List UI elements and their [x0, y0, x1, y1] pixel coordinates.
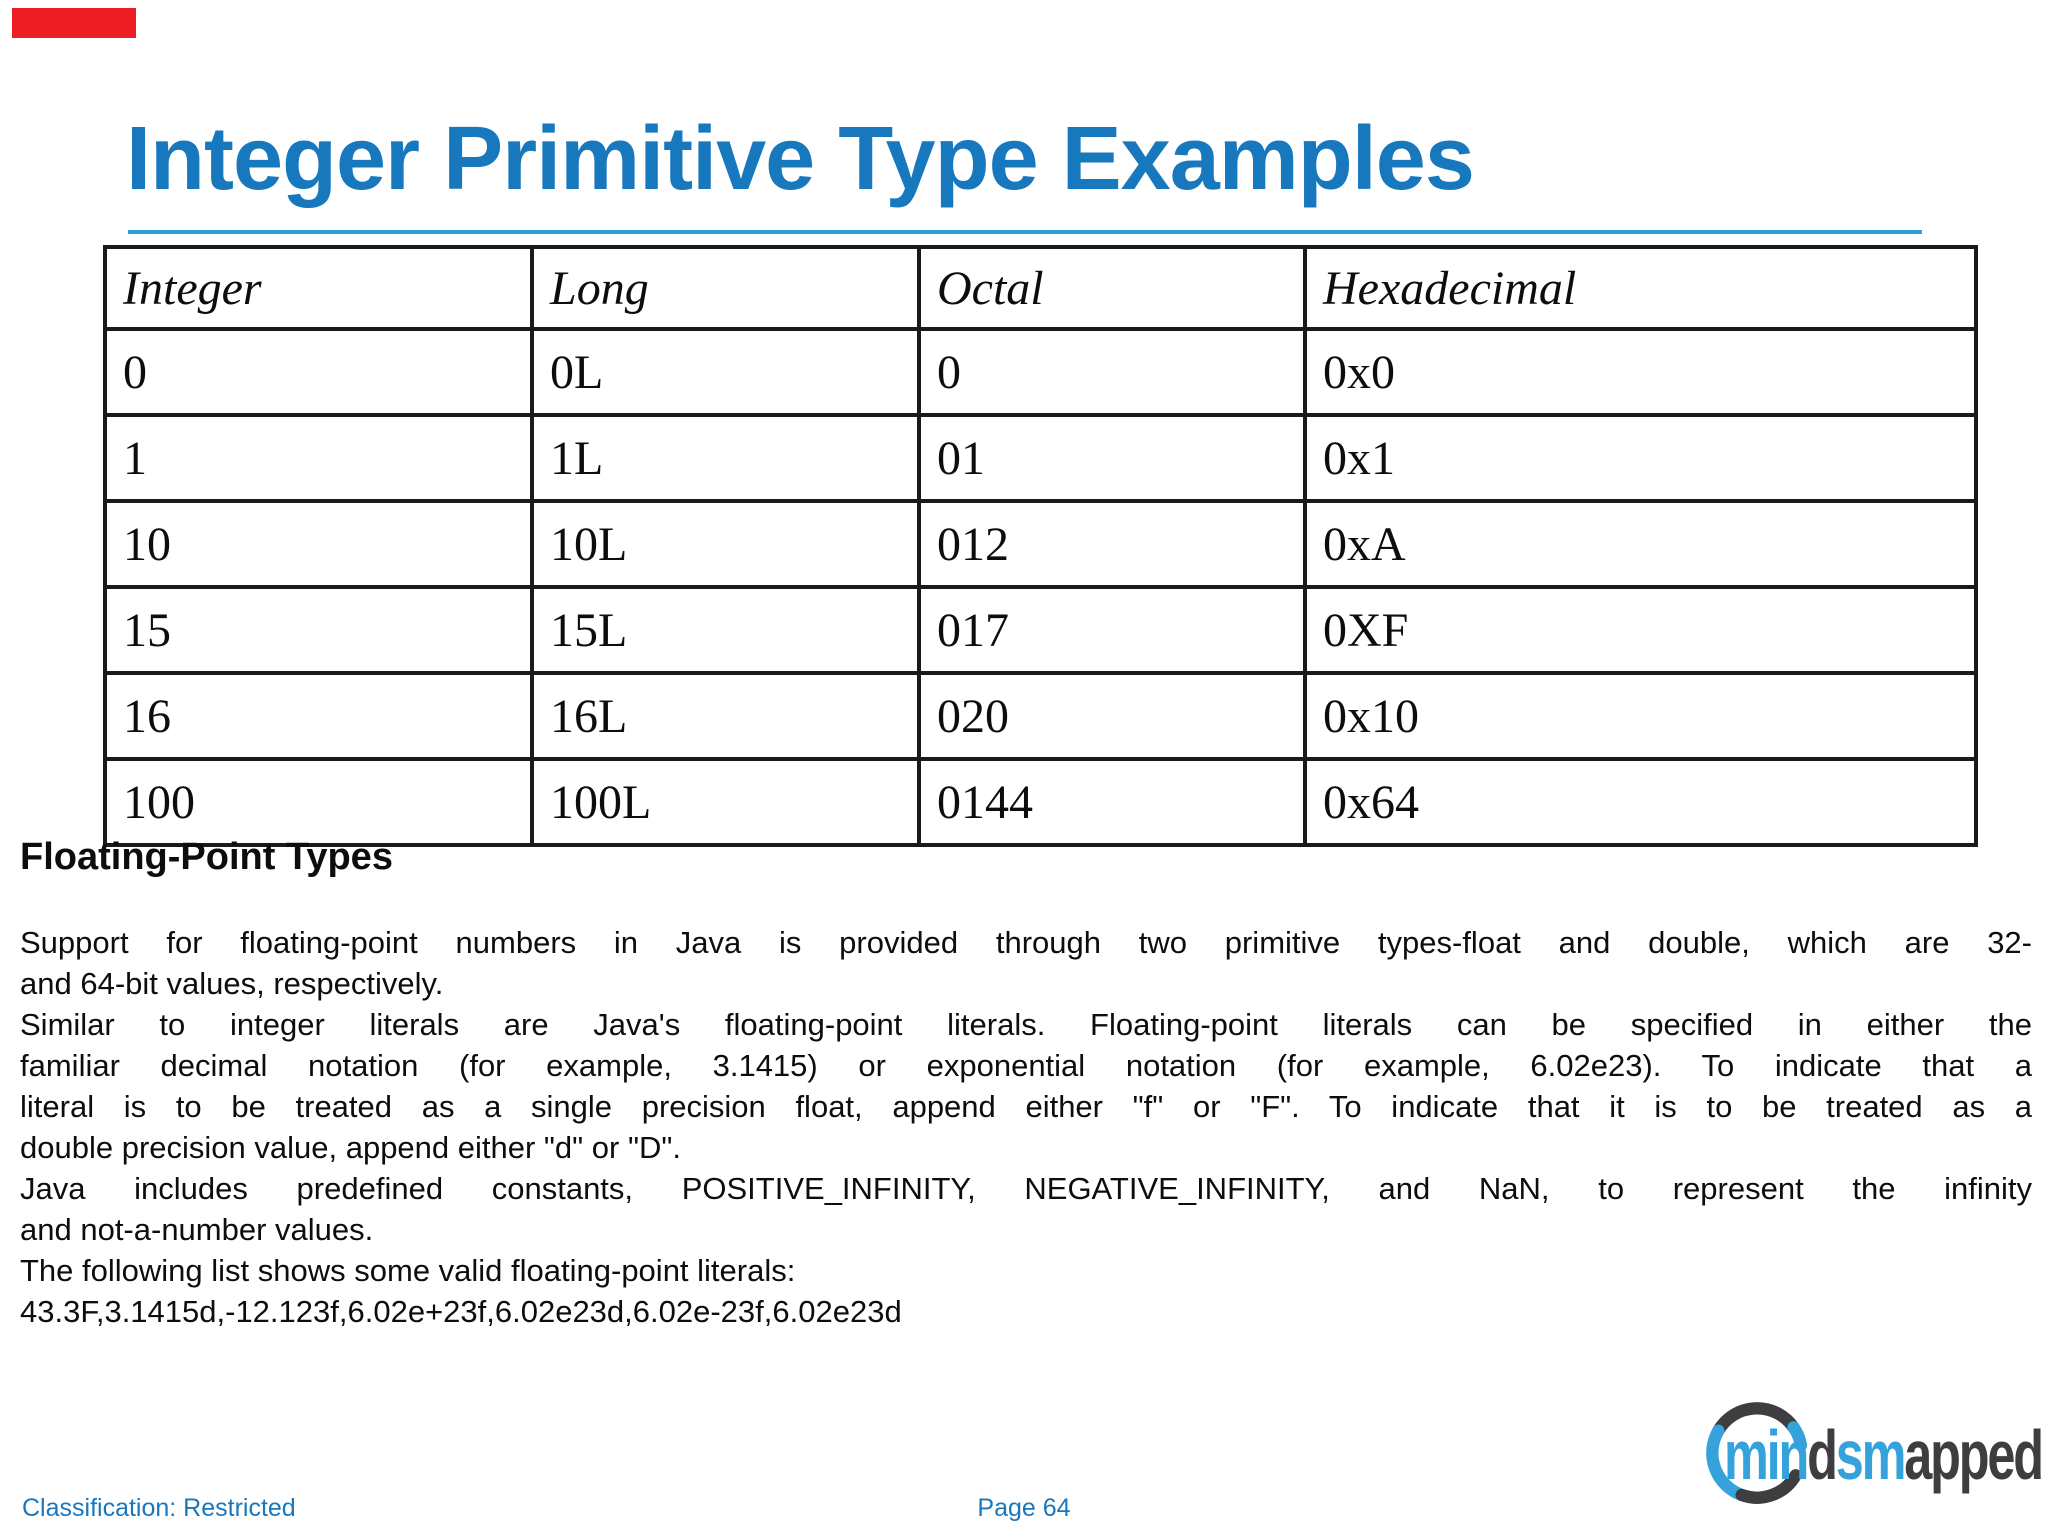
table-cell: 0x0 [1303, 327, 1978, 417]
logo-wordmark-segment: apped [1904, 1416, 2044, 1494]
table-row: 1 1L 01 0x1 [103, 413, 1978, 503]
body-text-line: double precision value, append either "d… [20, 1130, 681, 1165]
table-cell: 0xA [1303, 499, 1978, 589]
table-header-row: Integer Long Octal Hexadecimal [103, 245, 1978, 331]
table-cell: 0 [103, 327, 534, 417]
table-cell: 16 [103, 671, 534, 761]
table-cell: 1 [103, 413, 534, 503]
table-cell: 020 [917, 671, 1307, 761]
table-cell: 017 [917, 585, 1307, 675]
section-body-text: Support for floating-point numbers in Ja… [20, 922, 2032, 1332]
table-cell: 100 [103, 757, 534, 847]
footer-page-number: Page 64 [977, 1494, 1071, 1522]
logo-wordmark-segment: min [1724, 1416, 1809, 1494]
body-text-line: and not-a-number values. [20, 1212, 374, 1247]
table-row: 100 100L 0144 0x64 [103, 757, 1978, 847]
mindsmapped-logo: min d s m apped [1700, 1392, 2048, 1518]
title-underline [128, 230, 1922, 234]
body-text-line: 43.3F,3.1415d,-12.123f,6.02e+23f,6.02e23… [20, 1294, 902, 1329]
body-text-line: Similar to integer literals are Java's f… [20, 1007, 2032, 1042]
table-cell: 16L [530, 671, 921, 761]
table-row: 0 0L 0 0x0 [103, 327, 1978, 417]
logo-circle-icon [1706, 1402, 1808, 1504]
body-text-line: The following list shows some valid floa… [20, 1253, 796, 1288]
body-text-line: literal is to be treated as a single pre… [20, 1089, 2032, 1124]
table-column-header: Integer [103, 245, 534, 331]
table-cell: 0x64 [1303, 757, 1978, 847]
footer-classification: Classification: Restricted [22, 1494, 296, 1522]
table-row: 15 15L 017 0XF [103, 585, 1978, 675]
table-cell: 1L [530, 413, 921, 503]
red-marker [12, 8, 136, 38]
logo-wordmark-segment: m [1861, 1416, 1907, 1494]
logo-wordmark-segment: d [1807, 1416, 1838, 1494]
table-cell: 0XF [1303, 585, 1978, 675]
section-heading: Floating-Point Types [20, 836, 393, 878]
table-cell: 01 [917, 413, 1307, 503]
page-title: Integer Primitive Type Examples [126, 109, 1475, 209]
body-text-line: Java includes predefined constants, POSI… [20, 1171, 2032, 1206]
table-cell: 15L [530, 585, 921, 675]
table-cell: 0144 [917, 757, 1307, 847]
table-column-header: Long [530, 245, 921, 331]
logo-wordmark: min d s m apped [1724, 1392, 2044, 1518]
logo-wordmark-segment: s [1835, 1416, 1864, 1494]
body-text-line: and 64-bit values, respectively. [20, 966, 444, 1001]
table-cell: 10L [530, 499, 921, 589]
table-cell: 0x10 [1303, 671, 1978, 761]
table-column-header: Hexadecimal [1303, 245, 1978, 331]
table-cell: 10 [103, 499, 534, 589]
table-row: 10 10L 012 0xA [103, 499, 1978, 589]
table-column-header: Octal [917, 245, 1307, 331]
table-cell: 0L [530, 327, 921, 417]
table-cell: 012 [917, 499, 1307, 589]
table-cell: 0x1 [1303, 413, 1978, 503]
body-text-line: familiar decimal notation (for example, … [20, 1048, 2032, 1083]
table-cell: 0 [917, 327, 1307, 417]
table-cell: 15 [103, 585, 534, 675]
table-cell: 100L [530, 757, 921, 847]
table-row: 16 16L 020 0x10 [103, 671, 1978, 761]
integer-literals-table: Integer Long Octal Hexadecimal 0 0L 0 0x0 1 1L 01… [103, 245, 1978, 847]
body-text-line: Support for floating-point numbers in Ja… [20, 925, 2032, 960]
